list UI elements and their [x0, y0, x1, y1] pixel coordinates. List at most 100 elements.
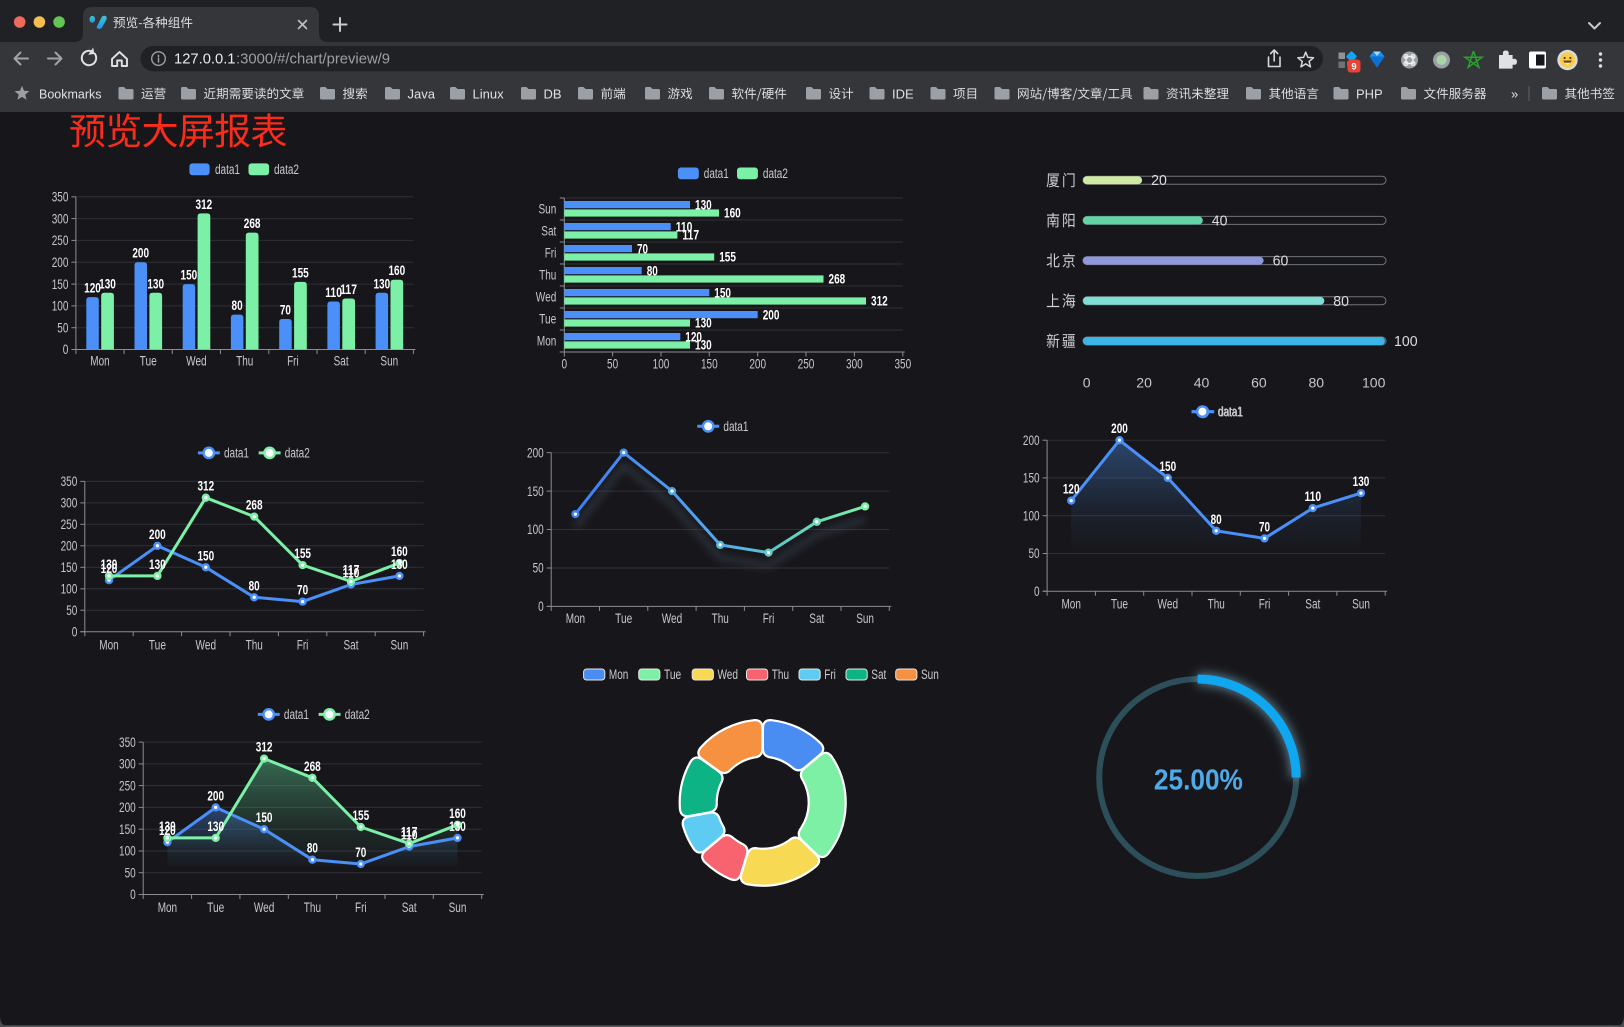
svg-text:0: 0: [72, 624, 78, 639]
svg-text:PHP: PHP: [1356, 86, 1383, 101]
svg-text:0: 0: [1083, 376, 1091, 392]
svg-text:268: 268: [246, 498, 263, 513]
svg-text:Tue: Tue: [140, 354, 157, 369]
svg-text:20: 20: [1136, 376, 1152, 392]
svg-text:Thu: Thu: [246, 638, 263, 653]
svg-text:100: 100: [52, 299, 69, 314]
svg-text:70: 70: [1259, 519, 1270, 534]
svg-text:110: 110: [676, 219, 693, 234]
svg-text:130: 130: [147, 276, 164, 291]
svg-text:Sun: Sun: [391, 638, 409, 653]
svg-text:200: 200: [1111, 421, 1128, 436]
svg-text:data1: data1: [704, 166, 729, 181]
svg-text:80: 80: [1309, 376, 1325, 392]
svg-text:150: 150: [701, 357, 718, 372]
svg-text:130: 130: [149, 557, 166, 572]
svg-text:data1: data1: [224, 446, 249, 461]
svg-text:117: 117: [343, 563, 360, 578]
svg-text:Sat: Sat: [402, 900, 417, 915]
svg-text:80: 80: [1211, 512, 1222, 527]
svg-text:Wed: Wed: [536, 290, 557, 305]
svg-text:155: 155: [292, 265, 309, 280]
svg-text:25.00%: 25.00%: [1154, 765, 1243, 797]
svg-text:120: 120: [84, 281, 101, 296]
svg-text:70: 70: [637, 241, 648, 256]
svg-text:Mon: Mon: [99, 638, 118, 653]
svg-text:110: 110: [1304, 489, 1321, 504]
svg-text:150: 150: [256, 810, 273, 825]
svg-text:120: 120: [1063, 482, 1080, 497]
svg-text:130: 130: [695, 197, 712, 212]
svg-text:Sun: Sun: [380, 354, 398, 369]
svg-text:110: 110: [325, 285, 342, 300]
svg-text:100: 100: [119, 844, 136, 859]
svg-text:250: 250: [52, 233, 69, 248]
svg-text:312: 312: [871, 294, 888, 309]
svg-text:150: 150: [61, 560, 78, 575]
svg-text:0: 0: [562, 357, 568, 372]
svg-text:60: 60: [1251, 376, 1267, 392]
svg-text:Mon: Mon: [90, 354, 109, 369]
svg-text:120: 120: [685, 329, 702, 344]
svg-text:80: 80: [307, 841, 318, 856]
svg-text:155: 155: [719, 250, 736, 265]
svg-text:70: 70: [280, 303, 291, 318]
svg-text:100: 100: [527, 522, 544, 537]
svg-text:Mon: Mon: [566, 611, 585, 626]
svg-text:Fri: Fri: [824, 667, 836, 682]
svg-text:data2: data2: [345, 707, 370, 722]
svg-text:312: 312: [197, 479, 214, 494]
svg-text:200: 200: [61, 539, 78, 554]
svg-text:200: 200: [149, 527, 166, 542]
svg-text:250: 250: [119, 778, 136, 793]
svg-text:data1: data1: [284, 707, 309, 722]
svg-text:350: 350: [119, 735, 136, 750]
svg-text:Sun: Sun: [856, 611, 874, 626]
svg-text:150: 150: [52, 277, 69, 292]
svg-text:Fri: Fri: [545, 246, 557, 261]
svg-text:200: 200: [207, 788, 224, 803]
svg-text:150: 150: [1023, 471, 1040, 486]
svg-text:100: 100: [1362, 376, 1386, 392]
svg-text:127.0.0.1: 127.0.0.1: [174, 51, 236, 67]
svg-text:Fri: Fri: [1259, 597, 1271, 612]
svg-text:268: 268: [829, 272, 846, 287]
svg-text:data2: data2: [285, 446, 310, 461]
svg-text:160: 160: [388, 263, 405, 278]
svg-text:Fri: Fri: [297, 638, 309, 653]
svg-text:200: 200: [1023, 433, 1040, 448]
svg-text:data1: data1: [1218, 404, 1243, 419]
svg-text:Wed: Wed: [662, 611, 683, 626]
svg-text:130: 130: [373, 276, 390, 291]
svg-text:Thu: Thu: [236, 354, 253, 369]
svg-text:250: 250: [61, 517, 78, 532]
svg-text:300: 300: [52, 211, 69, 226]
svg-text:300: 300: [61, 496, 78, 511]
svg-text:130: 130: [101, 557, 118, 572]
svg-text:20: 20: [1151, 173, 1167, 189]
svg-text:Sun: Sun: [449, 900, 467, 915]
svg-text:50: 50: [607, 357, 618, 372]
svg-text:117: 117: [340, 282, 357, 297]
svg-text:130: 130: [207, 819, 224, 834]
svg-text:data1: data1: [723, 419, 748, 434]
svg-text:Tue: Tue: [1111, 597, 1128, 612]
svg-text:Fri: Fri: [287, 354, 299, 369]
svg-text:150: 150: [1159, 459, 1176, 474]
svg-text:Bookmarks: Bookmarks: [39, 86, 102, 101]
svg-text:Fri: Fri: [355, 900, 367, 915]
svg-text:40: 40: [1212, 213, 1228, 229]
svg-text:data2: data2: [274, 162, 299, 177]
svg-text:120: 120: [159, 823, 176, 838]
svg-text:50: 50: [66, 603, 77, 618]
svg-text:Thu: Thu: [539, 268, 556, 283]
svg-text:Thu: Thu: [712, 611, 729, 626]
svg-text:130: 130: [449, 819, 466, 834]
svg-text:60: 60: [1273, 254, 1289, 270]
svg-text:155: 155: [294, 546, 311, 561]
svg-text:Mon: Mon: [1062, 597, 1081, 612]
svg-text:data2: data2: [763, 166, 788, 181]
svg-text:312: 312: [256, 740, 273, 755]
svg-text:Thu: Thu: [772, 667, 789, 682]
svg-text:data1: data1: [215, 162, 240, 177]
